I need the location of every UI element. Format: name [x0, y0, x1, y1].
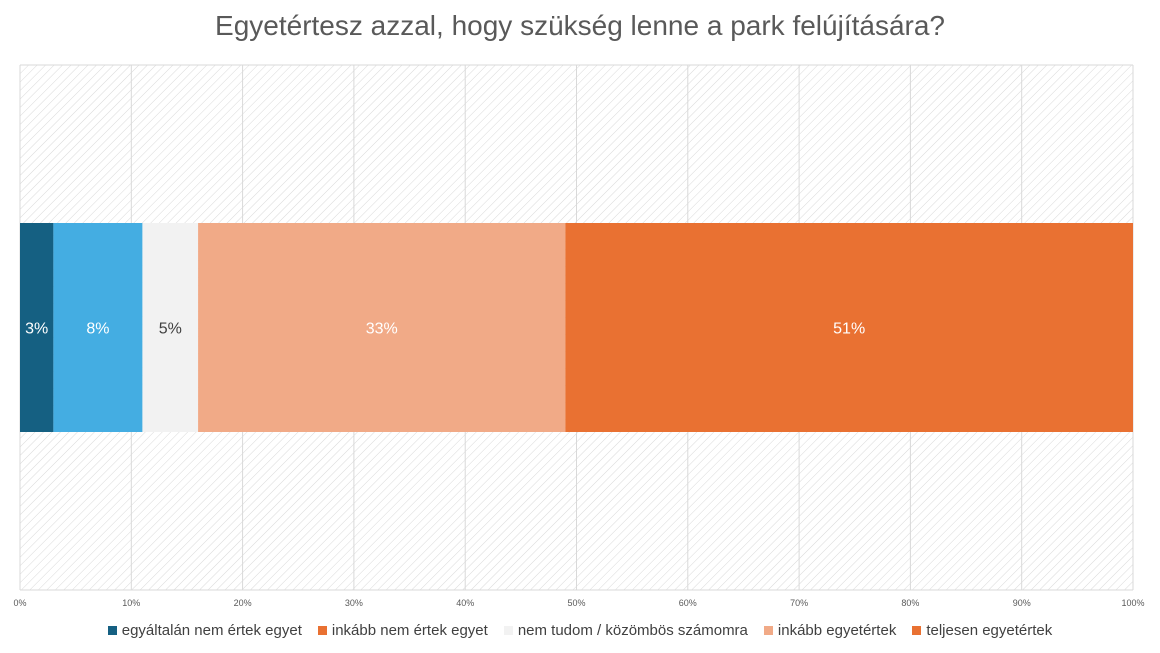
- legend-item: egyáltalán nem értek egyet: [107, 622, 302, 639]
- legend: egyáltalán nem értek egyet inkább nem ért…: [0, 622, 1160, 639]
- x-tick-label: 60%: [679, 598, 697, 608]
- data-label: 5%: [159, 321, 182, 338]
- chart-title: Egyetértesz azzal, hogy szükség lenne a …: [215, 10, 945, 41]
- legend-label: inkább nem értek egyet: [331, 622, 488, 639]
- x-axis-ticks: 0% 10% 20% 30% 40% 50% 60% 70% 80% 90% 100%: [13, 598, 1144, 608]
- x-tick-label: 80%: [901, 598, 919, 608]
- legend-item: teljesen egyetértek: [912, 622, 1052, 639]
- x-tick-label: 10%: [122, 598, 140, 608]
- x-tick-label: 30%: [345, 598, 363, 608]
- legend-swatch: [503, 626, 513, 635]
- x-tick-label: 90%: [1013, 598, 1031, 608]
- legend-label: egyáltalán nem értek egyet: [121, 622, 302, 639]
- x-tick-label: 70%: [790, 598, 808, 608]
- data-labels: 3% 8% 5% 33% 51%: [25, 321, 865, 338]
- bar-segment: [198, 223, 566, 432]
- x-tick-label: 40%: [456, 598, 474, 608]
- data-label: 8%: [86, 321, 109, 338]
- x-tick-label: 50%: [567, 598, 585, 608]
- legend-swatch: [763, 626, 773, 635]
- legend-swatch: [317, 626, 327, 635]
- legend-swatch: [912, 626, 922, 635]
- x-tick-label: 100%: [1121, 598, 1144, 608]
- legend-item: inkább nem értek egyet: [317, 622, 488, 639]
- bar-segment: [53, 223, 143, 432]
- x-tick-label: 20%: [234, 598, 252, 608]
- x-tick-label: 0%: [13, 598, 26, 608]
- bar-segments: [20, 223, 1133, 432]
- legend-item: inkább egyetértek: [763, 622, 897, 639]
- legend-label: nem tudom / közömbös számomra: [517, 622, 748, 639]
- legend-label: inkább egyetértek: [777, 622, 897, 639]
- legend-swatch: [107, 626, 117, 635]
- legend-item: nem tudom / közömbös számomra: [503, 622, 748, 639]
- bar-segment: [20, 223, 54, 432]
- data-label: 51%: [833, 321, 865, 338]
- bar-segment: [142, 223, 199, 432]
- bar-segment: [565, 223, 1133, 432]
- legend-label: teljesen egyetértek: [926, 622, 1053, 639]
- data-label: 33%: [366, 321, 398, 338]
- data-label: 3%: [25, 321, 48, 338]
